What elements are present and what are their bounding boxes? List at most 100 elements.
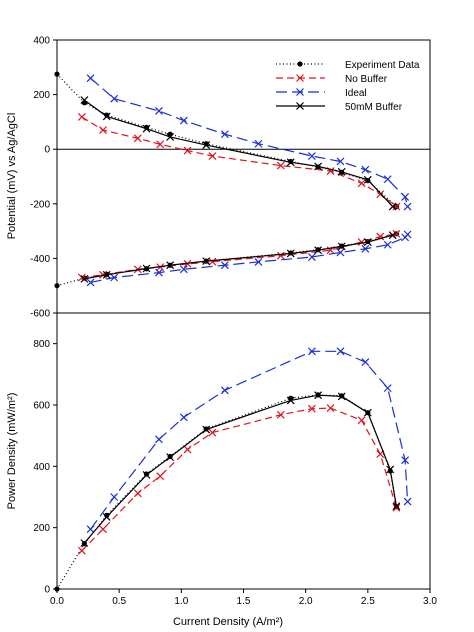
legend-marker-50mm-buffer [296,102,304,110]
x-tick-label: 3.0 [423,596,437,607]
top-series-line-50mm-buffer [84,99,394,207]
legend-label-no-buffer: No Buffer [345,74,388,85]
bottom-point-ideal [336,347,345,356]
top-point-no-buffer [183,146,192,155]
top-point-ideal [336,248,345,257]
bottom-point-50mm-buffer [286,396,295,405]
top-point-50mm-buffer [337,242,346,251]
top-point-no-buffer [276,251,285,260]
top-point-50mm-buffer [80,96,89,104]
top-point-no-buffer [376,190,385,199]
top-point-experiment-data [54,283,60,289]
bottom-point-ideal [86,525,95,534]
top-series-line-50mm-buffer [84,234,393,280]
top-point-no-buffer [392,202,401,211]
top-point-50mm-buffer [142,264,151,273]
bottom-point-experiment-data [143,471,150,477]
bottom-point-no-buffer [208,428,217,437]
bottom-y-tick-label: 600 [33,401,50,412]
bottom-y-tick-label: 800 [33,339,50,350]
bottom-point-experiment-data [104,512,110,519]
bottom-y-tick-label: 200 [33,523,50,534]
top-point-ideal [110,94,119,103]
legend-label-experiment-data: Experiment Data [345,60,420,71]
legend-item-experiment-data: Experiment Data [276,60,420,71]
top-point-50mm-buffer [166,132,175,141]
top-point-experiment-data [54,71,60,77]
bottom-point-50mm-buffer [363,408,372,417]
bottom-series-line-no-buffer [81,407,397,552]
top-point-ideal [361,244,370,253]
top-point-no-buffer [99,270,107,279]
bottom-point-ideal [307,347,316,356]
legend-item-50mm-buffer: 50mM Buffer [276,102,403,113]
top-point-50mm-buffer [102,112,111,121]
top-point-ideal [86,278,95,287]
potential-y-ticks: -600 -400 -200 0 200 400 [30,36,57,320]
potential-panel: -600 -400 -200 0 200 400 Potential (mV) vs Ag… [6,36,431,320]
x-tick-label: 1.0 [174,596,188,607]
bottom-point-50mm-buffer [314,391,323,400]
legend-label-ideal: Ideal [345,88,367,99]
bottom-point-ideal [361,358,370,366]
x-axis-label: Current Density (A/m²) [173,616,283,628]
top-point-50mm-buffer [388,202,397,211]
bottom-point-no-buffer [183,445,192,454]
top-point-ideal [401,193,410,201]
power-series [54,347,412,592]
power-y-ticks: 0 200 400 600 800 [33,339,57,596]
potential-series [54,71,430,289]
bottom-point-ideal [179,413,188,422]
legend-item-no-buffer: No Buffer [276,74,388,85]
potential-y-axis-label: Potential (mV) vs Ag/AgCl [6,113,18,240]
bottom-point-experiment-data [54,586,60,592]
top-point-ideal [307,152,316,160]
top-point-ideal [110,273,119,282]
top-point-50mm-buffer [166,261,175,270]
top-point-ideal [179,116,188,125]
bottom-point-no-buffer [326,404,335,412]
top-point-50mm-buffer [314,246,323,255]
power-y-axis-label: Power Density (mW/m²) [6,393,18,510]
legend-label-50mm-buffer: 50mM Buffer [345,102,403,113]
top-point-ideal [383,240,392,249]
top-point-no-buffer [357,179,366,188]
top-y-tick-label: -400 [30,254,50,265]
x-tick-label: 2.5 [361,596,375,607]
top-point-ideal [254,139,263,148]
top-point-no-buffer [208,257,217,266]
top-y-tick-label: 0 [44,145,50,156]
bottom-point-ideal [401,456,410,465]
top-point-50mm-buffer [142,124,151,133]
top-point-no-buffer [208,152,217,160]
top-y-tick-label: 200 [33,90,50,101]
top-point-50mm-buffer [286,158,295,167]
top-point-no-buffer [357,238,366,246]
top-point-ideal [403,230,412,239]
top-y-tick-label: -200 [30,199,50,210]
top-point-no-buffer [183,259,192,268]
bottom-point-ideal [220,386,229,395]
bottom-point-no-buffer [156,472,165,481]
power-x-ticks: 0.0 0.5 1.0 1.5 2.0 2.5 3.0 [50,589,437,607]
bottom-y-tick-label: 0 [44,585,50,596]
top-point-ideal [383,175,392,184]
bottom-point-50mm-buffer [102,513,111,521]
top-y-tick-label: -600 [30,309,50,320]
bottom-point-50mm-buffer [392,502,401,511]
bottom-point-50mm-buffer [166,453,175,462]
top-point-50mm-buffer [202,257,211,266]
top-point-ideal [403,202,412,211]
top-point-50mm-buffer [363,175,372,184]
top-point-50mm-buffer [388,231,397,240]
bottom-point-ideal [155,435,163,444]
bottom-point-no-buffer [99,525,107,534]
top-point-50mm-buffer [102,270,111,279]
legend-marker-experiment-data [297,61,303,67]
legend-marker-no-buffer [296,74,304,82]
top-point-ideal [155,107,163,115]
bottom-point-no-buffer [392,503,401,512]
bottom-point-50mm-buffer [386,465,395,474]
